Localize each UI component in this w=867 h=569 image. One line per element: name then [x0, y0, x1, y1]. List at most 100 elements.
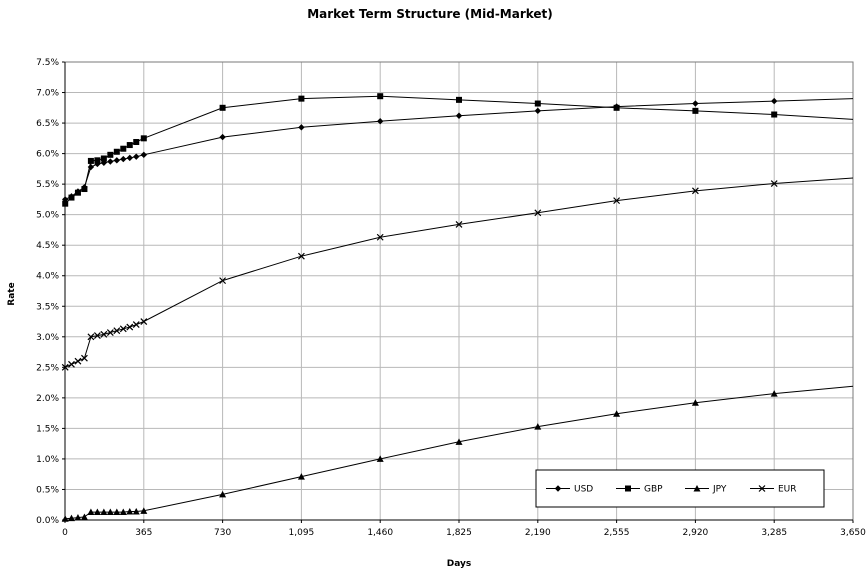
x-tick-label: 1,460: [367, 528, 393, 538]
data-point-eur: [613, 197, 621, 205]
y-tick-label: 4.5%: [36, 241, 59, 251]
y-tick-label: 0.0%: [36, 516, 59, 526]
legend-box: [535, 469, 825, 508]
data-point-usd: [140, 151, 147, 159]
legend-item-eur: EUR: [750, 485, 797, 495]
data-point-gbp: [113, 148, 120, 155]
data-point-eur: [770, 180, 778, 187]
data-point-jpy: [106, 508, 114, 516]
data-point-jpy: [613, 410, 621, 417]
data-point-usd: [692, 100, 699, 107]
y-tick-label: 5.0%: [36, 211, 59, 221]
data-point-usd: [120, 155, 127, 163]
data-point-eur: [219, 277, 227, 285]
data-point-usd: [126, 154, 133, 162]
data-point-usd: [377, 118, 384, 125]
data-point-eur: [100, 330, 108, 338]
data-point-jpy: [80, 513, 88, 520]
data-point-eur: [297, 252, 305, 260]
data-point-usd: [534, 107, 541, 115]
data-point-jpy: [455, 438, 463, 445]
y-tick-label: 2.0%: [36, 394, 59, 404]
chart-title: Market Term Structure (Mid-Market): [307, 7, 553, 21]
data-point-gbp: [692, 107, 699, 114]
data-point-gbp: [133, 138, 140, 145]
data-point-jpy: [119, 508, 127, 516]
data-point-eur: [81, 354, 88, 362]
data-point-usd: [133, 153, 140, 160]
data-point-gbp: [87, 157, 94, 164]
y-tick-labels: 0.0% 0.5% 1.0% 1.5% 2.0% 2.5% 3.0% 3.5% 4.0% 4.5%…: [36, 58, 59, 526]
data-point-usd: [87, 163, 95, 171]
y-tick-label: 6.5%: [36, 119, 59, 129]
x-tick-label: 365: [135, 528, 152, 538]
data-point-gbp: [120, 145, 127, 152]
data-point-jpy: [376, 455, 384, 462]
legend-marker-jpy: [693, 485, 701, 492]
data-point-eur: [534, 209, 542, 217]
data-point-jpy: [113, 508, 121, 516]
legend-label-usd: USD: [574, 485, 593, 495]
data-point-jpy: [691, 399, 699, 406]
data-point-eur: [113, 327, 121, 335]
legend-marker-eur: [758, 485, 766, 492]
data-point-eur: [106, 329, 114, 336]
data-point-usd: [219, 133, 226, 141]
legend-marker-gbp: [625, 485, 631, 492]
data-point-gbp: [74, 189, 81, 196]
data-point-gbp: [298, 95, 305, 102]
data-point-jpy: [61, 515, 69, 522]
data-point-eur: [74, 357, 82, 365]
legend-item-gbp: GBP: [616, 485, 663, 495]
data-point-gbp: [62, 200, 69, 207]
legend-label-jpy: JPY: [712, 485, 727, 495]
x-tick-label: 3,285: [761, 528, 787, 538]
legend: USD GBP JPY EUR: [535, 469, 825, 508]
y-tick-label: 7.0%: [36, 89, 59, 99]
data-point-jpy: [87, 508, 95, 516]
data-point-usd: [113, 157, 121, 164]
legend-marker-usd: [554, 485, 562, 492]
series-line-gbp: [64, 95, 854, 205]
data-point-eur: [93, 332, 101, 340]
y-tick-label: 6.0%: [36, 150, 59, 160]
x-tick-label: 0: [62, 528, 68, 538]
data-point-gbp: [94, 157, 101, 164]
data-point-eur: [140, 318, 148, 325]
data-point-eur: [87, 333, 95, 341]
y-tick-label: 7.5%: [36, 58, 59, 68]
data-point-jpy: [126, 507, 134, 515]
y-tick-label: 3.0%: [36, 333, 59, 343]
data-point-jpy: [140, 507, 148, 514]
legend-label-eur: EUR: [778, 485, 797, 495]
y-tick-label: 2.5%: [36, 363, 59, 373]
data-point-jpy: [297, 473, 305, 480]
data-point-usd: [107, 158, 114, 165]
data-point-gbp: [771, 111, 778, 118]
data-point-jpy: [132, 507, 140, 515]
x-axis-label: Days: [447, 559, 472, 569]
data-point-jpy: [219, 490, 227, 498]
series-gbp: [62, 93, 854, 207]
y-tick-label: 3.5%: [36, 302, 59, 312]
data-point-eur: [126, 323, 134, 331]
x-tick-label: 2,190: [525, 528, 551, 538]
data-point-eur: [455, 221, 463, 228]
data-point-gbp: [613, 104, 620, 111]
data-point-usd: [298, 124, 305, 131]
data-point-eur: [132, 321, 140, 329]
y-tick-label: 5.5%: [36, 180, 59, 190]
y-tick-label: 1.5%: [36, 424, 59, 434]
data-point-gbp: [81, 186, 88, 193]
data-point-eur: [376, 233, 384, 241]
data-point-gbp: [456, 96, 462, 103]
data-point-gbp: [100, 155, 107, 162]
x-tick-label: 1,825: [446, 528, 472, 538]
data-point-jpy: [534, 423, 542, 430]
data-point-eur: [61, 363, 69, 371]
data-point-jpy: [770, 390, 778, 397]
x-tick-label: 3,650: [840, 528, 866, 538]
y-axis-label: Rate: [7, 282, 17, 305]
data-point-jpy: [67, 514, 75, 522]
